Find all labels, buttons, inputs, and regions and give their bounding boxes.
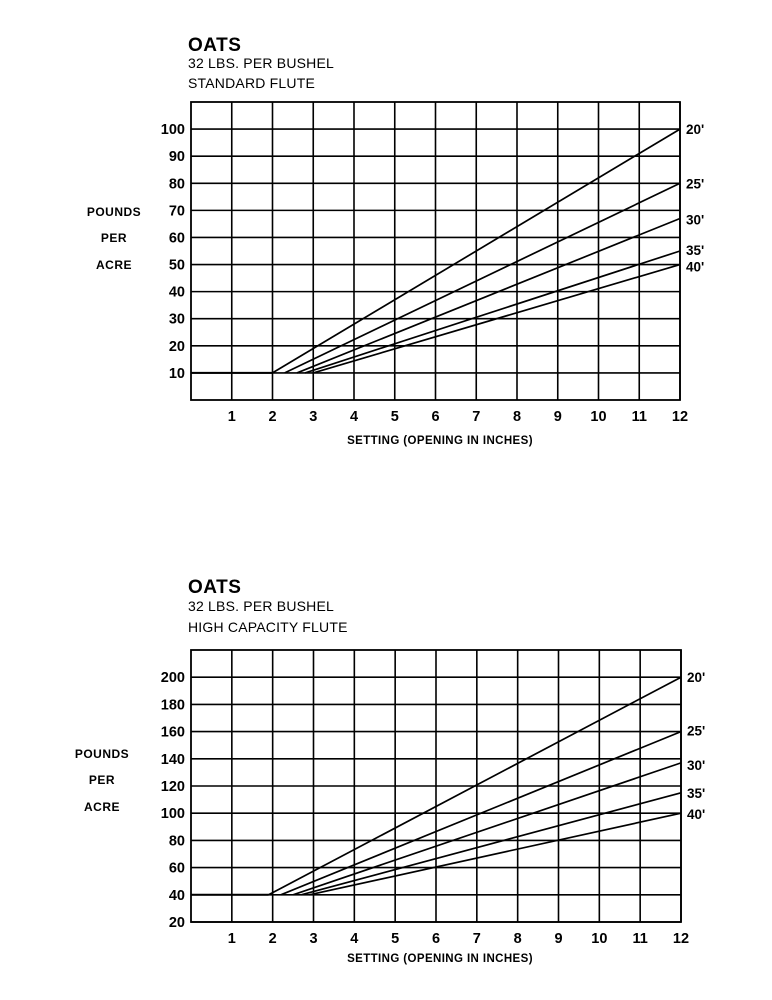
series-end-label: 25'	[686, 176, 704, 191]
x-tick-label: 5	[391, 931, 399, 947]
x-tick-label: 3	[309, 409, 317, 425]
y-tick-label: 120	[161, 779, 185, 795]
y-axis-label-line-3: ACRE	[95, 258, 132, 272]
series-end-label: 20'	[686, 122, 704, 137]
grid	[190, 649, 682, 923]
y-tick-label: 80	[169, 176, 185, 192]
y-tick-label: 70	[169, 203, 185, 219]
x-tick-label: 7	[473, 931, 481, 947]
x-tick-label: 2	[268, 409, 276, 425]
x-tick-label: 12	[673, 931, 689, 947]
series-line	[296, 217, 681, 374]
series-line	[284, 182, 681, 374]
y-tick-label: 100	[161, 122, 185, 138]
y-tick-label: 40	[169, 285, 185, 301]
series-line	[272, 128, 681, 374]
x-axis-label: SETTING (OPENING IN INCHES)	[347, 435, 533, 447]
plot-border	[190, 649, 682, 923]
y-tick-label: 160	[161, 725, 185, 741]
y-axis-label-line-1: POUNDS	[86, 205, 142, 219]
chart-subtitle-bushel: 32 LBS. PER BUSHEL	[188, 55, 334, 71]
chart-title: OATS	[188, 577, 242, 598]
x-tick-label: 9	[554, 931, 562, 947]
series-end-label: 25'	[687, 724, 705, 739]
x-tick-label: 1	[228, 409, 236, 425]
series-end-label: 30'	[687, 758, 705, 773]
x-tick-label: 11	[632, 409, 647, 425]
series-end-label: 30'	[686, 212, 704, 227]
series-end-label: 20'	[687, 670, 705, 685]
y-tick-label: 100	[161, 806, 185, 822]
y-tick-label: 180	[161, 697, 185, 713]
series-line	[304, 250, 681, 374]
series-end-label: 35'	[687, 786, 705, 801]
y-tick-label: 60	[169, 230, 185, 246]
x-tick-label: 4	[350, 409, 358, 425]
y-tick-label: 60	[169, 861, 185, 877]
x-tick-label: 11	[632, 931, 647, 947]
y-tick-label: 30	[169, 312, 185, 328]
series-line	[301, 791, 682, 896]
series-line	[313, 263, 681, 374]
x-tick-label: 4	[350, 931, 358, 947]
y-tick-label: 20	[169, 915, 185, 931]
x-tick-label: 3	[309, 931, 317, 947]
x-tick-label: 10	[590, 409, 606, 425]
y-tick-label: 80	[169, 833, 185, 849]
y-tick-label: 140	[161, 752, 185, 768]
y-tick-label: 40	[169, 888, 185, 904]
x-tick-label: 2	[269, 931, 277, 947]
x-tick-label: 8	[513, 409, 521, 425]
y-tick-label: 20	[169, 339, 185, 355]
y-axis-label-line-3: ACRE	[83, 800, 120, 814]
x-tick-label: 8	[514, 931, 522, 947]
x-tick-label: 5	[391, 409, 399, 425]
x-tick-label: 12	[672, 409, 688, 425]
series-end-label: 40'	[686, 260, 704, 275]
series-end-label: 40'	[687, 807, 705, 822]
y-axis-label-line-1: POUNDS	[74, 747, 130, 761]
x-axis-label: SETTING (OPENING IN INCHES)	[347, 953, 533, 965]
chart-standard-flute: OATS 32 LBS. PER BUSHEL STANDARD FLUTE P…	[0, 0, 772, 470]
x-tick-label: 1	[228, 931, 236, 947]
series-end-label: 35'	[686, 243, 704, 258]
x-tick-label: 7	[472, 409, 480, 425]
chart-subtitle-flute: STANDARD FLUTE	[188, 75, 315, 91]
y-tick-label: 90	[169, 149, 185, 165]
chart-subtitle-bushel: 32 LBS. PER BUSHEL	[188, 598, 334, 614]
x-tick-label: 6	[431, 409, 439, 425]
series-line	[280, 730, 682, 896]
y-axis-label-line-2: PER	[88, 773, 116, 787]
y-axis-label-line-2: PER	[100, 231, 128, 245]
y-tick-label: 200	[161, 670, 185, 686]
chart-title: OATS	[188, 35, 242, 56]
y-tick-label: 10	[169, 366, 185, 382]
x-tick-label: 9	[554, 409, 562, 425]
y-tick-label: 50	[169, 258, 185, 274]
chart-subtitle-flute: HIGH CAPACITY FLUTE	[188, 619, 348, 635]
x-tick-label: 10	[591, 931, 607, 947]
series-line	[309, 812, 682, 896]
series-line	[292, 762, 682, 896]
series-line	[268, 676, 682, 896]
x-tick-label: 6	[432, 931, 440, 947]
